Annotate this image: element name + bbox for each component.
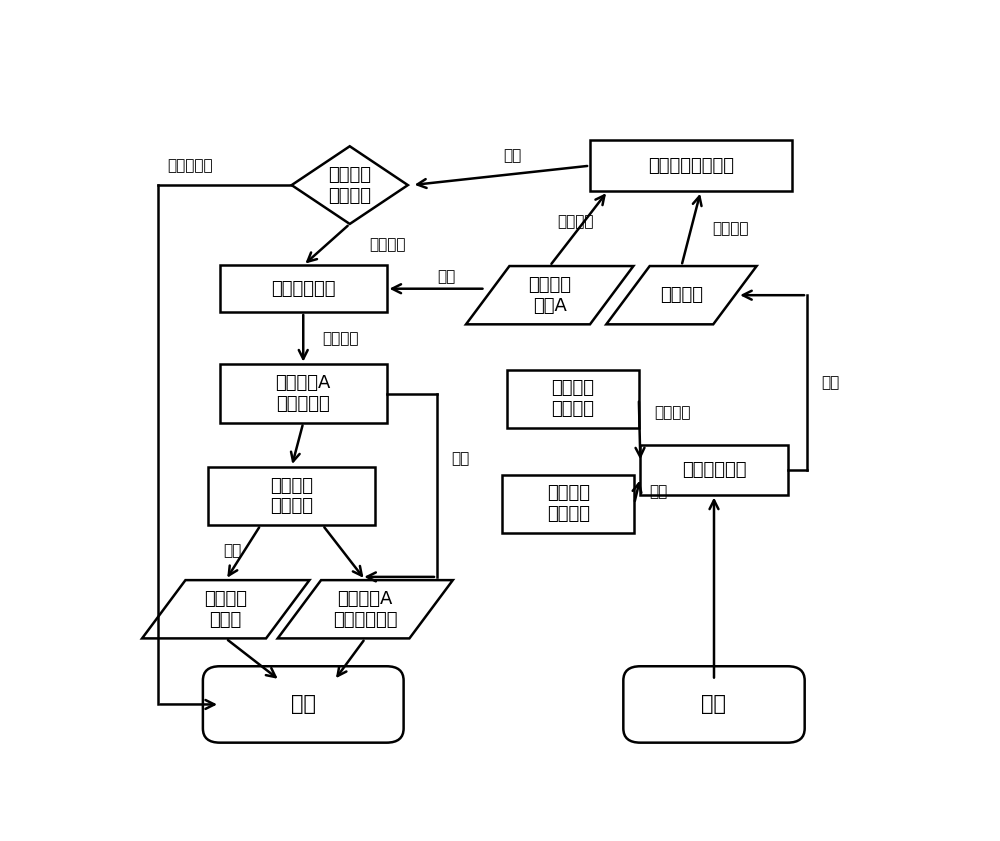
Text: 施工干涉
范围计算: 施工干涉 范围计算 [270,477,313,516]
Text: 管道所在
空间坐标: 管道所在 空间坐标 [551,379,594,418]
Text: 虚拟数据: 虚拟数据 [557,214,594,230]
FancyBboxPatch shape [203,666,404,743]
Text: 施工干涉
百分比: 施工干涉 百分比 [204,590,247,629]
Text: 判断施工
干涉情况: 判断施工 干涉情况 [328,166,371,204]
Text: 结束: 结束 [291,695,316,715]
Text: 不发生干涉: 不发生干涉 [168,158,213,173]
FancyBboxPatch shape [208,467,375,525]
Text: 设计模型A
的干涉位置: 设计模型A 的干涉位置 [276,374,331,413]
Polygon shape [466,266,633,325]
Text: 高亮显示: 高亮显示 [323,331,359,346]
FancyBboxPatch shape [590,140,792,191]
Text: 管道设计评估系统: 管道设计评估系统 [648,156,734,175]
Text: 叠加: 叠加 [503,148,522,163]
Text: 扫描定位: 扫描定位 [654,405,691,420]
Polygon shape [278,580,453,638]
FancyBboxPatch shape [623,666,805,743]
Text: 增强现实设备: 增强现实设备 [682,461,746,479]
Text: 干涉位置标记: 干涉位置标记 [271,280,336,298]
Text: 输出: 输出 [451,451,469,466]
Text: 图像信息: 图像信息 [660,286,703,304]
Text: 输入: 输入 [821,375,839,390]
Text: 捕捉: 捕捉 [650,484,668,500]
Text: 发生干涉: 发生干涉 [369,237,406,252]
Text: 输出: 输出 [223,543,241,558]
Text: 开始: 开始 [702,695,726,715]
FancyBboxPatch shape [640,446,788,495]
FancyBboxPatch shape [220,266,387,312]
FancyBboxPatch shape [220,364,387,423]
Text: 现实数据: 现实数据 [712,221,749,236]
Polygon shape [606,266,757,325]
Polygon shape [142,580,309,638]
Text: 设计模型A
干涉位置图像: 设计模型A 干涉位置图像 [333,590,398,629]
Text: 管道改造
施工空间: 管道改造 施工空间 [547,484,590,523]
Text: 管道设计
模型A: 管道设计 模型A [528,276,571,315]
Polygon shape [292,146,408,224]
Text: 叠加: 叠加 [438,270,456,284]
FancyBboxPatch shape [507,370,639,428]
FancyBboxPatch shape [502,474,634,533]
